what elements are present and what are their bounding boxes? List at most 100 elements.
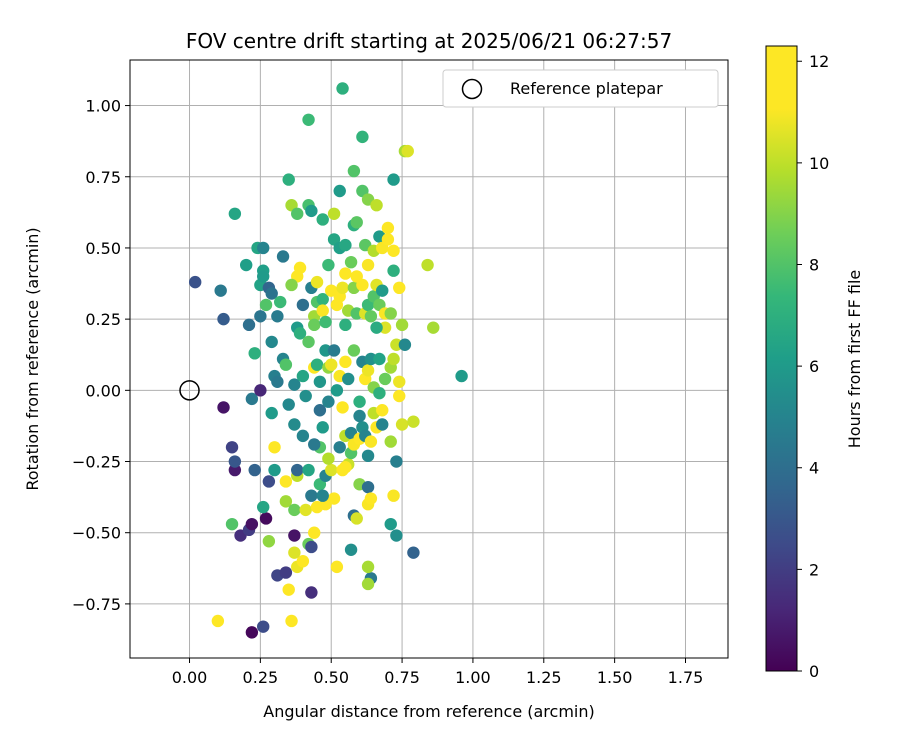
data-point (265, 335, 278, 349)
data-point (336, 82, 349, 95)
data-point (370, 321, 383, 334)
data-point (364, 435, 378, 448)
data-point (302, 463, 315, 477)
data-point (257, 620, 270, 633)
data-point (387, 264, 400, 277)
data-point (407, 546, 420, 559)
data-point (288, 529, 301, 542)
data-point (282, 583, 295, 596)
data-point (344, 255, 358, 269)
data-point (353, 395, 366, 408)
data-point (344, 543, 358, 556)
data-point (373, 386, 386, 400)
data-point (350, 512, 363, 525)
data-point (322, 258, 335, 272)
data-point (395, 318, 409, 332)
y-axis-label: Rotation from reference (arcmin) (23, 227, 42, 490)
data-point (330, 560, 344, 574)
data-point (339, 355, 352, 369)
data-point (384, 435, 397, 448)
data-points (188, 82, 468, 639)
data-point (268, 441, 281, 454)
grid-lines (130, 60, 728, 658)
data-point (248, 463, 261, 477)
data-point (254, 310, 267, 323)
data-point (271, 375, 284, 388)
x-tick-label: 1.50 (597, 668, 633, 687)
data-point (376, 284, 389, 297)
colorbar-tick-label: 4 (809, 459, 819, 478)
data-point (361, 258, 375, 272)
data-point (319, 315, 332, 329)
x-axis-label: Angular distance from reference (arcmin) (263, 702, 594, 721)
data-point (339, 461, 352, 474)
data-point (288, 546, 301, 559)
y-tick-label: −0.50 (72, 524, 121, 543)
data-point (361, 364, 375, 377)
y-tick-label: 0.75 (85, 168, 121, 187)
data-point (254, 384, 267, 397)
data-point (327, 492, 341, 505)
data-point (364, 352, 378, 366)
data-point (279, 495, 293, 508)
colorbar-tick-label: 6 (809, 357, 819, 376)
data-point (378, 372, 392, 386)
x-tick-label: 0.00 (172, 668, 208, 687)
data-point (296, 554, 310, 568)
data-point (353, 409, 366, 423)
chart-title: FOV centre drift starting at 2025/06/21 … (186, 29, 672, 53)
data-point (245, 517, 259, 531)
data-point (305, 204, 318, 218)
data-point (387, 352, 400, 366)
colorbar-ticks: 0 2 4 6 8 10 12 (797, 52, 829, 681)
data-point (384, 517, 397, 531)
data-point (316, 421, 329, 434)
data-point (214, 284, 227, 297)
legend-label: Reference platepar (510, 79, 663, 98)
data-point (211, 614, 225, 628)
data-point (356, 278, 369, 292)
data-point (347, 164, 361, 178)
data-point (364, 492, 378, 505)
data-point (381, 221, 395, 235)
data-point (376, 404, 389, 417)
colorbar-tick-label: 8 (809, 255, 819, 274)
colorbar-tick-label: 0 (809, 662, 819, 681)
colorbar-label: Hours from first FF file (845, 270, 864, 449)
data-point (293, 261, 307, 275)
data-point (342, 372, 355, 386)
data-point (257, 270, 270, 283)
x-tick-label: 0.75 (384, 668, 420, 687)
data-point (259, 512, 273, 525)
data-point (364, 310, 378, 323)
data-point (393, 281, 406, 295)
data-point (245, 392, 259, 406)
data-point (310, 275, 324, 289)
reference-platepar-marker (179, 380, 200, 401)
data-point (361, 449, 375, 463)
data-point (339, 267, 352, 280)
data-point (268, 463, 281, 477)
data-point (333, 441, 346, 454)
data-point (225, 517, 239, 531)
data-point (296, 369, 310, 383)
data-point (305, 586, 318, 599)
data-point (316, 213, 329, 226)
data-point (316, 489, 329, 502)
data-point (225, 441, 239, 454)
colorbar: 0 2 4 6 8 10 12 Hours from first FF file (765, 45, 864, 681)
data-point (407, 415, 420, 428)
plot-frame (129, 59, 729, 659)
data-point (288, 418, 301, 431)
data-point (293, 327, 307, 340)
data-point (279, 358, 293, 371)
data-point (188, 275, 202, 289)
data-point (308, 318, 321, 332)
data-point (378, 321, 392, 334)
y-tick-label: −0.25 (72, 453, 121, 472)
data-point (316, 293, 329, 306)
data-point (390, 529, 403, 542)
data-point (330, 384, 344, 397)
data-point (245, 626, 259, 639)
